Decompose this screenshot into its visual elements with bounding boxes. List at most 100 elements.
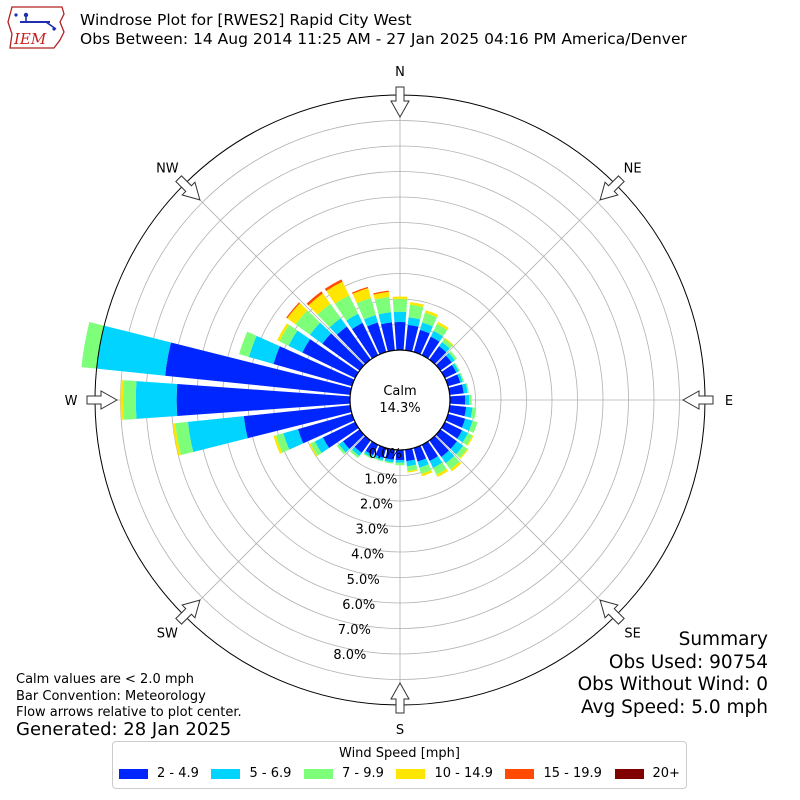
windrose-bar-segment xyxy=(317,303,341,328)
windrose-bar-segment xyxy=(310,441,322,456)
radial-tick-label: 7.0% xyxy=(338,623,371,638)
legend-item: 20+ xyxy=(614,766,680,781)
legend-item: 5 - 6.9 xyxy=(211,766,291,781)
windrose-bar-segment xyxy=(421,336,440,359)
windrose-bar-segment xyxy=(408,304,424,320)
windrose-bar-segment xyxy=(464,406,473,418)
windrose-bar-segment xyxy=(459,372,465,383)
windrose-bar-segment xyxy=(432,462,447,475)
windrose-bar-segment xyxy=(448,405,467,417)
legend-item: 2 - 4.9 xyxy=(119,766,199,781)
direction-label: N xyxy=(395,65,405,80)
windrose-bar-segment xyxy=(384,458,394,463)
calm-percent: 14.3% xyxy=(379,401,420,416)
windrose-bar-segment xyxy=(384,460,394,464)
windrose-bar-segment xyxy=(448,351,458,361)
legend-item: 7 - 9.9 xyxy=(303,766,384,781)
polar-grid xyxy=(95,95,705,705)
windrose-bar-segment xyxy=(378,312,392,325)
chart-overlay: Calm 14.3% 0.0% 1.0% 2.0% 3.0% 4.0% 5.0% 6.0% 7.0… xyxy=(65,65,734,738)
windrose-bar-segment xyxy=(273,346,355,387)
windrose-bar-segment xyxy=(342,429,365,449)
windrose-bar-segment xyxy=(449,395,466,405)
windrose-bar-segment xyxy=(468,394,472,406)
windrose-bar-segment xyxy=(373,457,383,462)
windrose-bar-segment xyxy=(451,363,459,373)
legend-title: Wind Speed [mph] xyxy=(339,746,460,761)
summary-obs-without-wind: Obs Without Wind: 0 xyxy=(577,674,768,695)
grid-spoke xyxy=(184,435,365,616)
windrose-bar-segment xyxy=(393,311,407,323)
windrose-bar-segment xyxy=(395,449,405,461)
logo-text: IEM xyxy=(13,30,47,48)
grid-spoke xyxy=(435,184,616,365)
windrose-bar-segment xyxy=(248,335,280,364)
windrose-bar-segment xyxy=(351,286,369,294)
windrose-bar-segment xyxy=(365,441,379,456)
chart-title: Windrose Plot for [RWES2] Rapid City Wes… xyxy=(80,11,412,29)
legend-swatch xyxy=(505,768,535,779)
windrose-bar-segment xyxy=(465,383,469,394)
windrose-bar-segment xyxy=(175,421,194,456)
windrose-bar-segment xyxy=(457,430,468,443)
windrose-bar-segment xyxy=(445,374,461,387)
windrose-bar-segment xyxy=(392,298,408,312)
windrose-bar-segment xyxy=(450,461,462,472)
windrose-bar-segment xyxy=(470,407,477,419)
windrose-bar-segment xyxy=(406,464,418,472)
windrose-bar-segment xyxy=(351,322,379,359)
windrose-bar-segment xyxy=(295,310,321,335)
chart-subtitle: Obs Between: 14 Aug 2014 11:25 AM - 27 J… xyxy=(80,30,687,48)
legend-label: 10 - 14.9 xyxy=(434,766,493,781)
legend-label: 15 - 19.9 xyxy=(543,766,602,781)
windrose-bar-segment xyxy=(329,318,347,335)
windrose-bar-segment xyxy=(354,435,371,453)
windrose-bar-segment xyxy=(314,437,330,454)
windrose-bar-segment xyxy=(429,435,449,458)
windrose-bar-segment xyxy=(407,469,418,473)
generated-date: Generated: 28 Jan 2025 xyxy=(16,719,232,740)
grid-spoke xyxy=(435,435,616,616)
windrose-bar-segment xyxy=(279,324,298,346)
windrose-bar-segment xyxy=(322,333,365,371)
windrose-bar-segment xyxy=(436,468,449,478)
windrose-bar-segment xyxy=(96,325,171,376)
windrose-bar-segment xyxy=(395,460,405,463)
windrose-bar-segment xyxy=(350,449,360,459)
flow-arrow-icon xyxy=(390,86,410,119)
windrose-bar-segment xyxy=(406,459,417,467)
windrose-bar-segment xyxy=(367,322,387,355)
windrose-bar-segment xyxy=(394,321,406,351)
windrose-bar-segment xyxy=(123,380,137,420)
radial-tick-label: 6.0% xyxy=(342,598,375,613)
windrose-bar-segment xyxy=(429,346,447,365)
windrose-bar-segment xyxy=(187,416,248,452)
grid-spoke xyxy=(184,184,365,365)
windrose-bar-segment xyxy=(380,322,395,352)
windrose-bar-segment xyxy=(277,323,289,342)
windrose-bar-segment xyxy=(430,330,444,342)
windrose-bar-segment xyxy=(273,435,283,454)
legend-item: 15 - 19.9 xyxy=(505,766,602,781)
windrose-bar-segment xyxy=(424,310,439,318)
windrose-bar-segment xyxy=(421,470,433,477)
legend-label: 20+ xyxy=(652,766,680,781)
windrose-bar-segment xyxy=(435,429,458,449)
calm-label: Calm xyxy=(383,384,416,399)
flow-arrow-icon xyxy=(681,390,714,410)
windrose-bar-segment xyxy=(461,418,473,431)
windrose-bar-segment xyxy=(336,326,371,365)
windrose-bar-segment xyxy=(419,464,432,474)
iem-logo: IEM xyxy=(7,6,65,49)
calm-note: Calm values are < 2.0 mph xyxy=(16,672,195,687)
flow-arrow-icon xyxy=(599,599,625,625)
windrose-bar-segment xyxy=(441,450,455,464)
windrose-bar-segment xyxy=(326,281,350,304)
legend-swatch xyxy=(211,768,241,779)
windrose-bar-segment xyxy=(286,302,301,319)
windrose-bar-segment xyxy=(445,413,466,428)
windrose-bar-segment xyxy=(324,279,343,292)
windrose-bar-segment xyxy=(462,383,468,394)
flow-arrow-icon xyxy=(175,175,201,201)
flow-arrow-icon xyxy=(175,599,201,625)
